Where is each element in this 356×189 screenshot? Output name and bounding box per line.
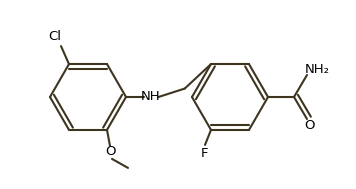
- Text: F: F: [201, 147, 209, 160]
- Text: Cl: Cl: [48, 30, 62, 43]
- Text: O: O: [305, 119, 315, 132]
- Text: NH: NH: [141, 91, 161, 104]
- Text: NH₂: NH₂: [304, 64, 330, 77]
- Text: O: O: [105, 145, 115, 158]
